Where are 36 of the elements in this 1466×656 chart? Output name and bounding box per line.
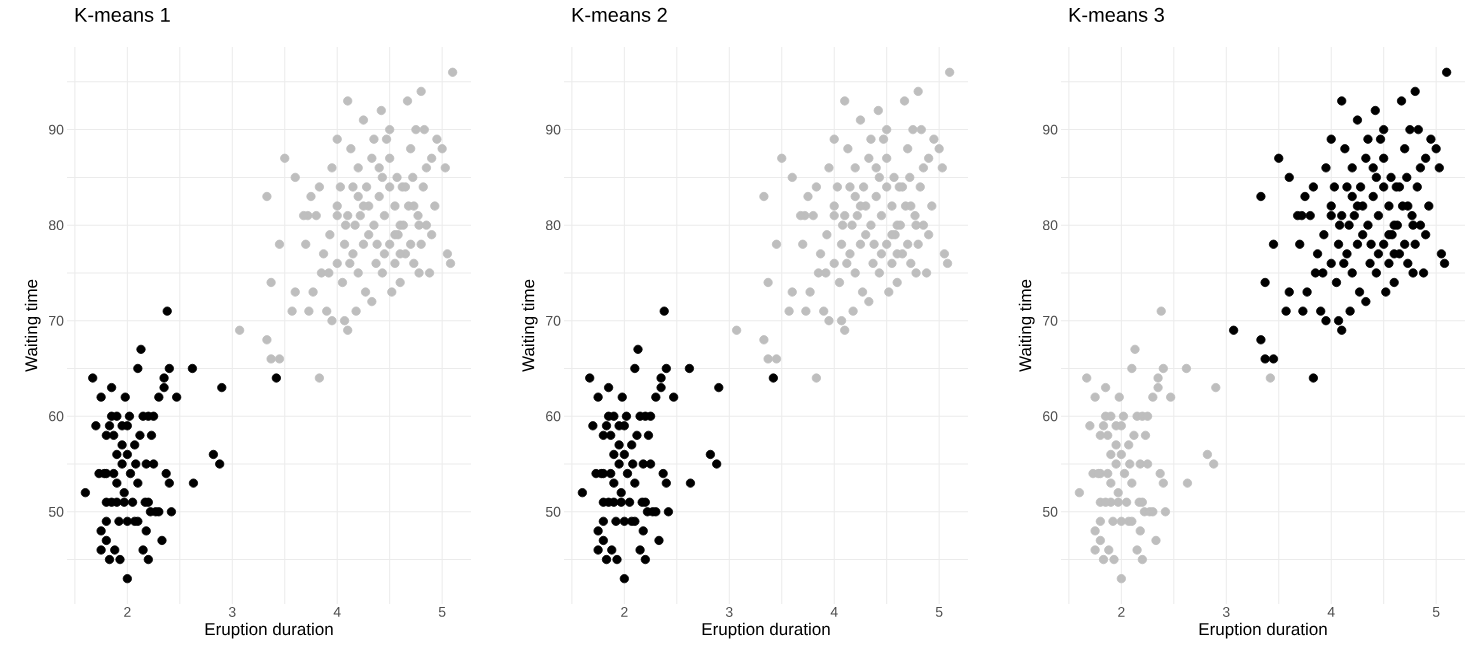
chart-title: K-means 2 <box>572 7 667 22</box>
y-tick-label: 90 <box>1043 124 1058 135</box>
y-tick-label: 70 <box>546 315 561 326</box>
x-axis-title: Eruption duration <box>205 622 333 639</box>
y-axis-title: Waiting time <box>521 279 538 372</box>
x-tick-label: 3 <box>725 607 733 617</box>
y-tick-label: 50 <box>1042 506 1058 517</box>
y-tick-label: 60 <box>546 411 561 422</box>
y-tick-label: 90 <box>546 124 561 135</box>
x-axis-title: Eruption duration <box>702 622 830 639</box>
y-tick-label: 70 <box>1043 315 1058 326</box>
y-tick-label: 80 <box>545 220 561 231</box>
x-tick-label: 5 <box>935 607 943 617</box>
y-tick-label: 90 <box>49 124 64 135</box>
x-axis-title: Eruption duration <box>1199 622 1327 639</box>
x-tick-label: 4 <box>333 607 341 617</box>
y-axis-title: Waiting time <box>1018 279 1035 372</box>
x-tick-label: 3 <box>228 607 236 617</box>
x-tick-label: 3 <box>1222 607 1230 617</box>
y-tick-label: 80 <box>48 220 64 231</box>
y-tick-label: 80 <box>1042 220 1058 231</box>
chart-title: K-means 1 <box>75 7 170 22</box>
x-tick-label: 4 <box>1327 607 1335 617</box>
y-tick-label: 70 <box>49 315 64 326</box>
x-tick-label: 2 <box>621 607 628 617</box>
x-tick-label: 2 <box>1118 607 1125 617</box>
y-axis-title: Waiting time <box>24 279 41 372</box>
x-tick-label: 4 <box>830 607 838 617</box>
chart-title: K-means 3 <box>1069 7 1164 22</box>
y-tick-label: 60 <box>49 411 64 422</box>
x-tick-label: 5 <box>1432 607 1440 617</box>
y-tick-label: 50 <box>48 506 64 517</box>
y-tick-label: 50 <box>545 506 561 517</box>
x-tick-label: 5 <box>438 607 446 617</box>
x-tick-label: 2 <box>124 607 131 617</box>
y-tick-label: 60 <box>1043 411 1058 422</box>
